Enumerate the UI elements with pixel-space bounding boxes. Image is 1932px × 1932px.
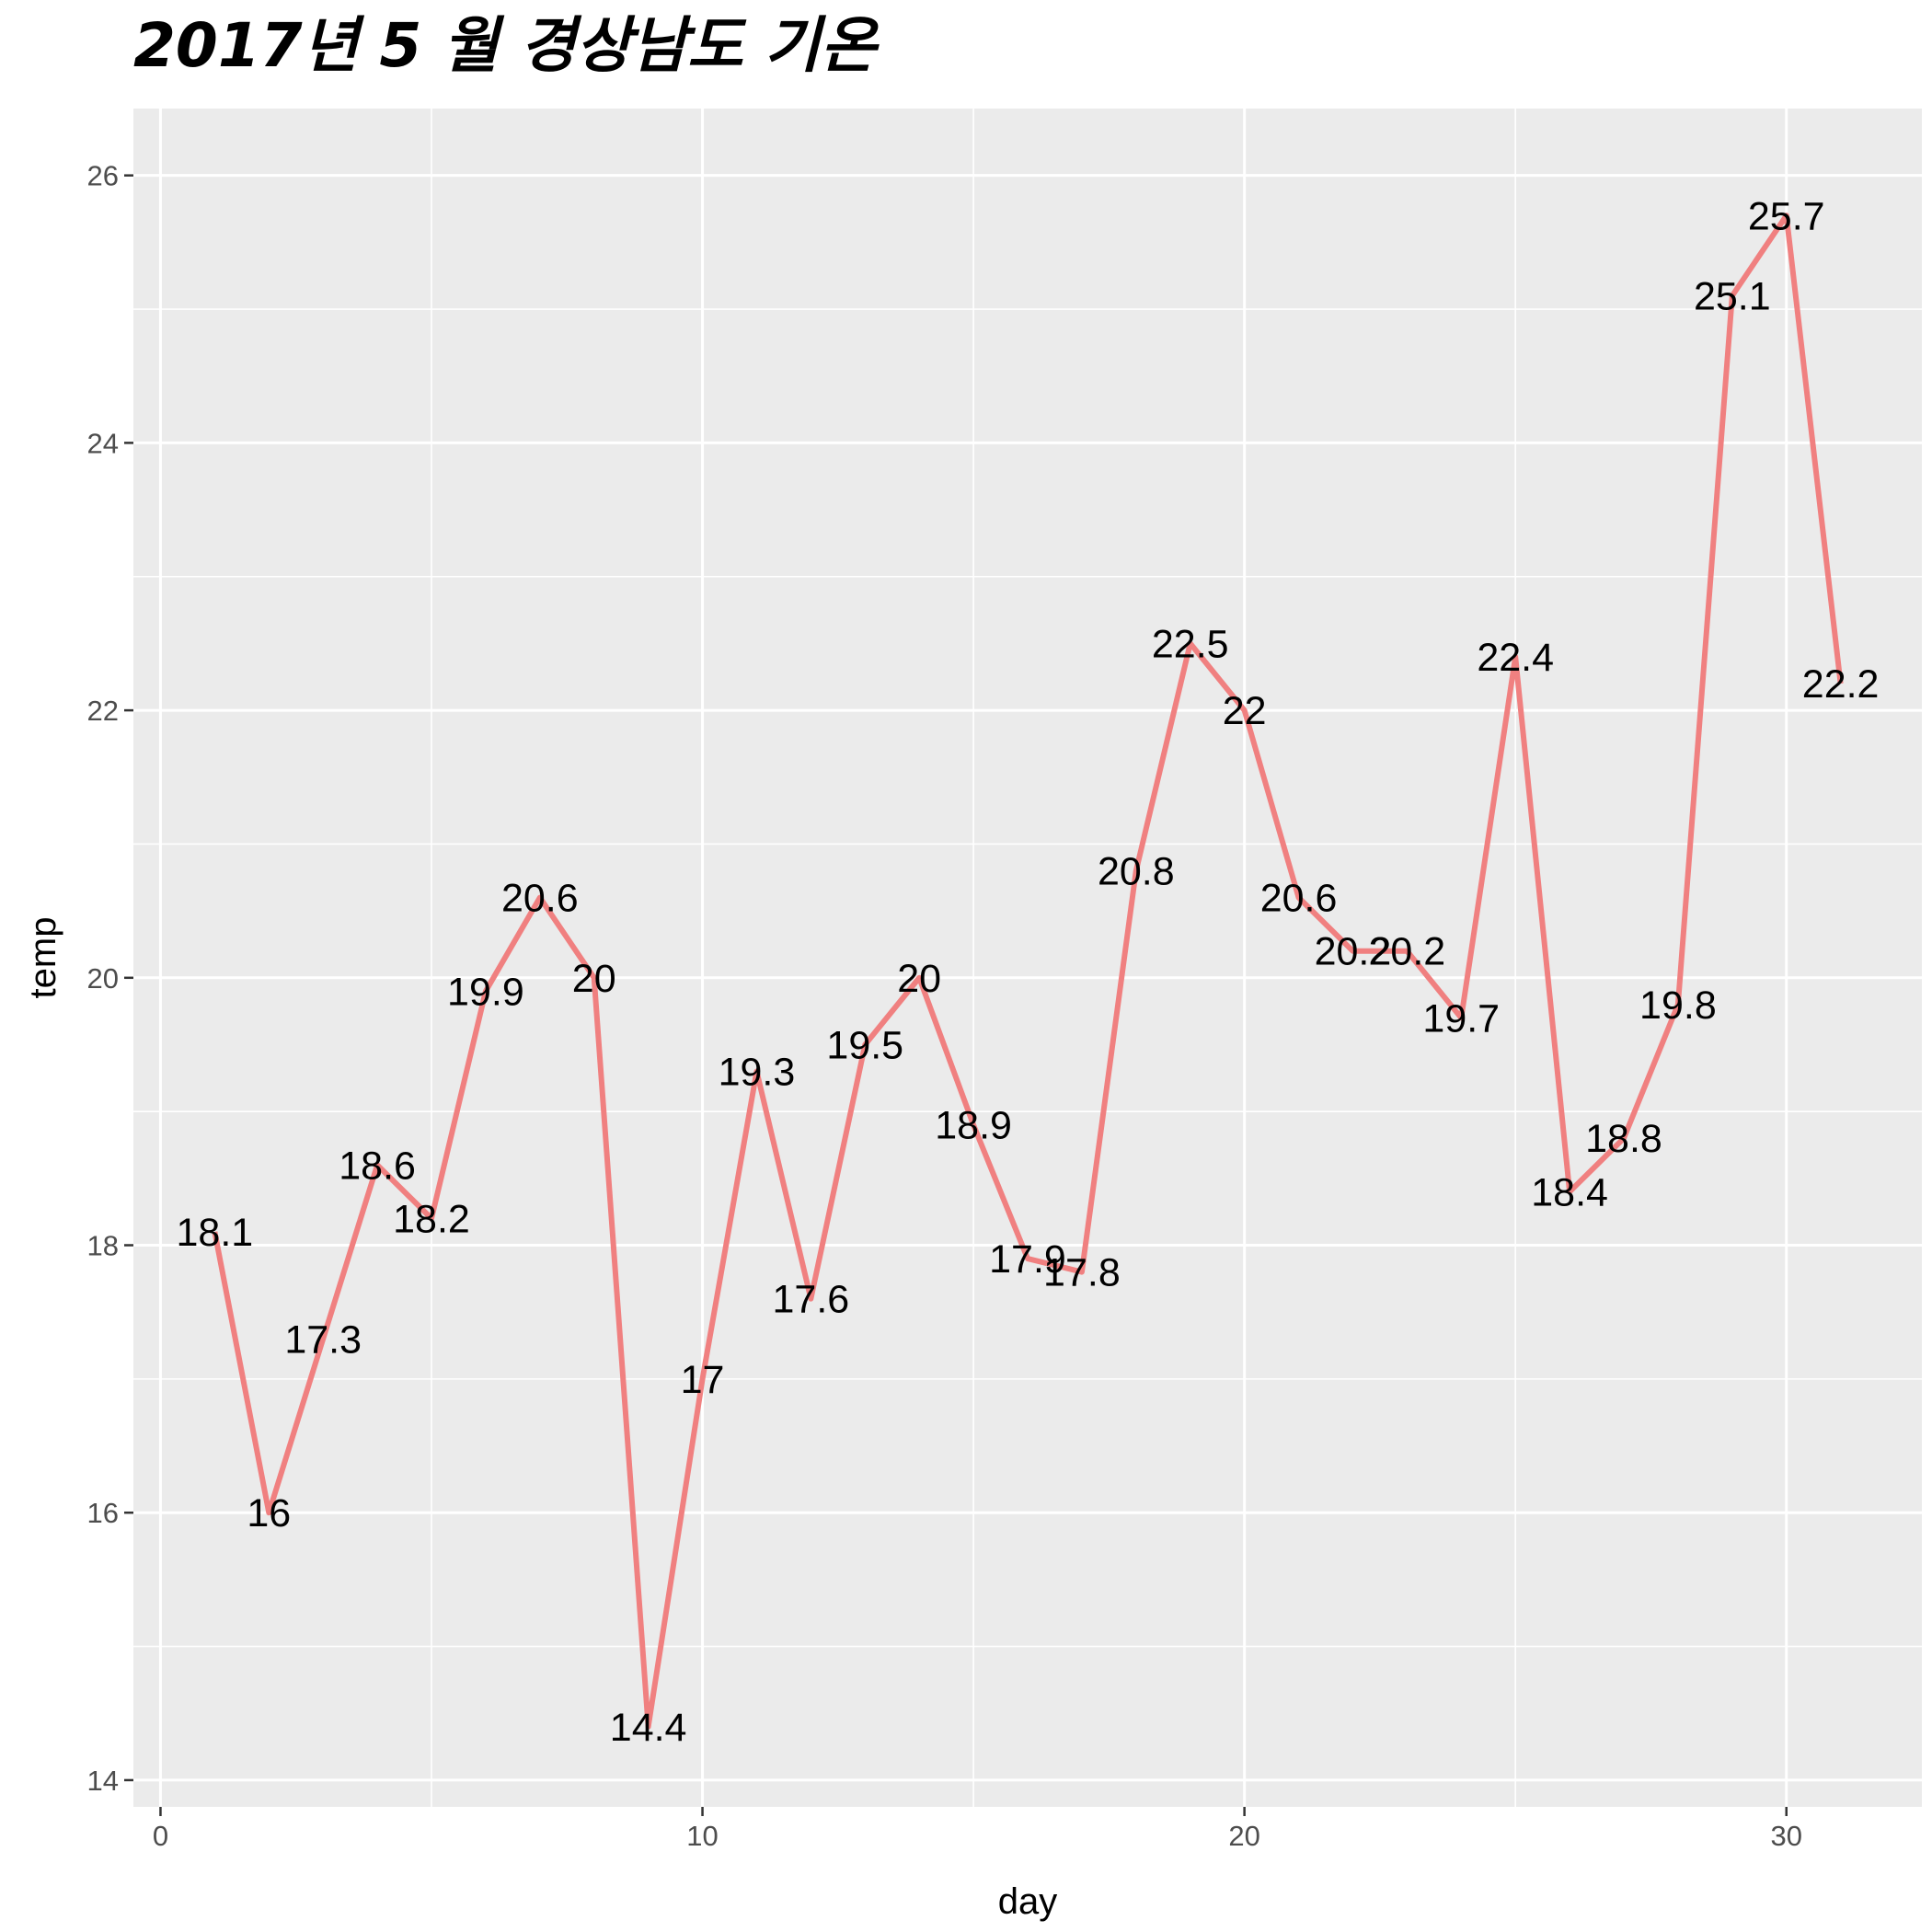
x-axis-tick-labels: 0 10 20 30 [153, 1820, 1802, 1852]
major-gridlines [133, 109, 1922, 1807]
data-label: 17.6 [773, 1278, 850, 1322]
minor-gridlines [133, 109, 1922, 1807]
data-label: 20.6 [501, 877, 579, 921]
data-label: 18.8 [1585, 1117, 1662, 1161]
data-label: 18.4 [1531, 1170, 1608, 1214]
data-label: 20.2 [1369, 930, 1446, 974]
data-label: 19.5 [826, 1023, 903, 1067]
series-line [212, 213, 1844, 1730]
data-label: 18.6 [339, 1144, 416, 1188]
plot-panel [133, 109, 1922, 1807]
y-axis-tick-labels: 14 16 18 20 22 24 26 [87, 160, 119, 1797]
data-label: 22.5 [1152, 622, 1229, 666]
data-label: 16 [247, 1491, 291, 1535]
y-tick-label: 24 [87, 427, 119, 459]
y-tick-label: 16 [87, 1497, 119, 1529]
data-label: 19.7 [1422, 996, 1500, 1041]
chart-title: 2017년 5 월 경상남도 기온 [133, 10, 880, 81]
data-label: 17.9 [989, 1237, 1066, 1282]
y-tick-label: 18 [87, 1230, 119, 1262]
data-label: 20 [897, 957, 941, 1001]
x-axis-title: day [998, 1881, 1058, 1922]
data-label: 17.8 [1043, 1251, 1121, 1295]
data-label: 19.9 [447, 970, 524, 1014]
data-label: 20.8 [1098, 850, 1175, 894]
data-label: 17 [681, 1358, 725, 1402]
data-label: 14.4 [610, 1706, 687, 1750]
x-tick-label: 20 [1228, 1820, 1259, 1852]
data-label: 25.1 [1694, 274, 1771, 318]
data-label: 22 [1223, 689, 1267, 733]
y-tick-label: 20 [87, 962, 119, 995]
y-tick-label: 14 [87, 1765, 119, 1797]
x-tick-label: 0 [153, 1820, 168, 1852]
data-label: 17.3 [284, 1317, 362, 1362]
x-tick-label: 10 [686, 1820, 718, 1852]
y-tick-label: 26 [87, 160, 119, 192]
data-label: 18.2 [393, 1197, 470, 1241]
data-label: 19.3 [719, 1051, 796, 1095]
y-tick-label: 22 [87, 695, 119, 727]
data-label: 20.2 [1315, 930, 1392, 974]
data-label: 25.7 [1748, 194, 1825, 238]
data-labels: 18.1 16 17.3 18.6 18.2 19.9 20.6 20 14.4 17 19.3 17… [177, 194, 1880, 1750]
data-label: 22.2 [1802, 662, 1880, 707]
data-label: 22.4 [1477, 636, 1554, 680]
data-label: 20.6 [1260, 877, 1338, 921]
x-tick-label: 30 [1770, 1820, 1801, 1852]
data-label: 18.9 [935, 1104, 1012, 1148]
axis-ticks [124, 174, 1788, 1816]
y-axis-title: temp [23, 917, 63, 999]
data-label: 20 [572, 957, 616, 1001]
series-lines [212, 213, 1844, 1730]
data-label: 19.8 [1639, 983, 1717, 1028]
data-label: 18.1 [177, 1211, 254, 1255]
